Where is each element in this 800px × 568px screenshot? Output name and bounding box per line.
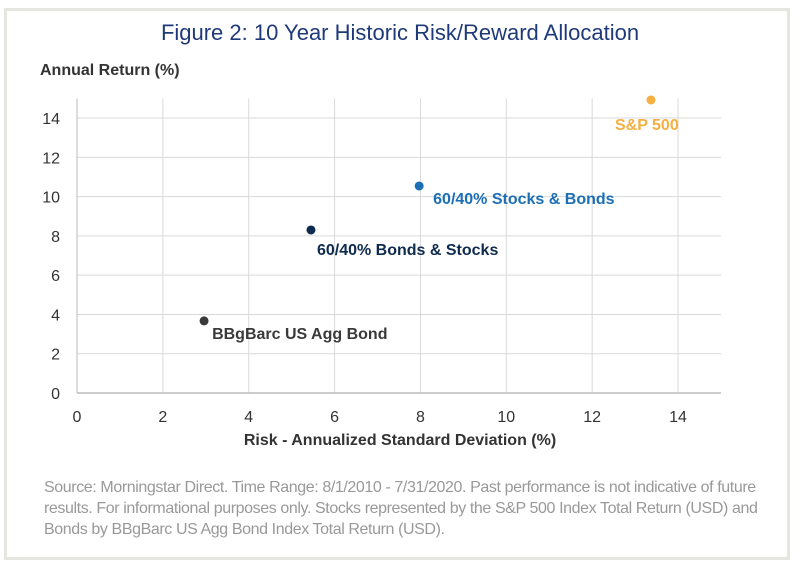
data-point	[199, 316, 209, 326]
source-note: Source: Morningstar Direct. Time Range: …	[44, 479, 758, 538]
y-tick-label: 4	[51, 307, 60, 324]
point-label: 60/40% Bonds & Stocks	[317, 242, 499, 259]
x-tick-label: 6	[330, 409, 339, 426]
data-point	[414, 181, 424, 191]
point-label: 60/40% Stocks & Bonds	[433, 191, 615, 208]
x-axis-label: Risk - Annualized Standard Deviation (%)	[243, 432, 557, 449]
y-tick-label: 12	[42, 150, 60, 167]
point-label: BBgBarc US Agg Bond	[212, 326, 387, 343]
x-tick-label: 14	[669, 409, 687, 426]
figure-frame	[4, 8, 790, 560]
y-tick-label: 0	[51, 386, 60, 403]
y-tick-label: 8	[51, 229, 60, 246]
data-point	[306, 225, 316, 235]
x-tick-label: 4	[244, 409, 253, 426]
x-tick-label: 12	[583, 409, 601, 426]
x-tick-label: 8	[416, 409, 425, 426]
y-tick-label: 14	[42, 111, 60, 128]
point-label: S&P 500	[615, 117, 679, 134]
x-tick-label: 0	[73, 409, 82, 426]
x-tick-label: 2	[158, 409, 167, 426]
x-tick-label: 10	[497, 409, 515, 426]
chart-title: Figure 2: 10 Year Historic Risk/Reward A…	[160, 20, 640, 45]
data-point	[646, 95, 656, 105]
y-tick-label: 10	[42, 190, 60, 207]
y-axis-label: Annual Return (%)	[40, 62, 180, 79]
y-tick-label: 2	[51, 347, 60, 364]
y-tick-label: 6	[51, 268, 60, 285]
